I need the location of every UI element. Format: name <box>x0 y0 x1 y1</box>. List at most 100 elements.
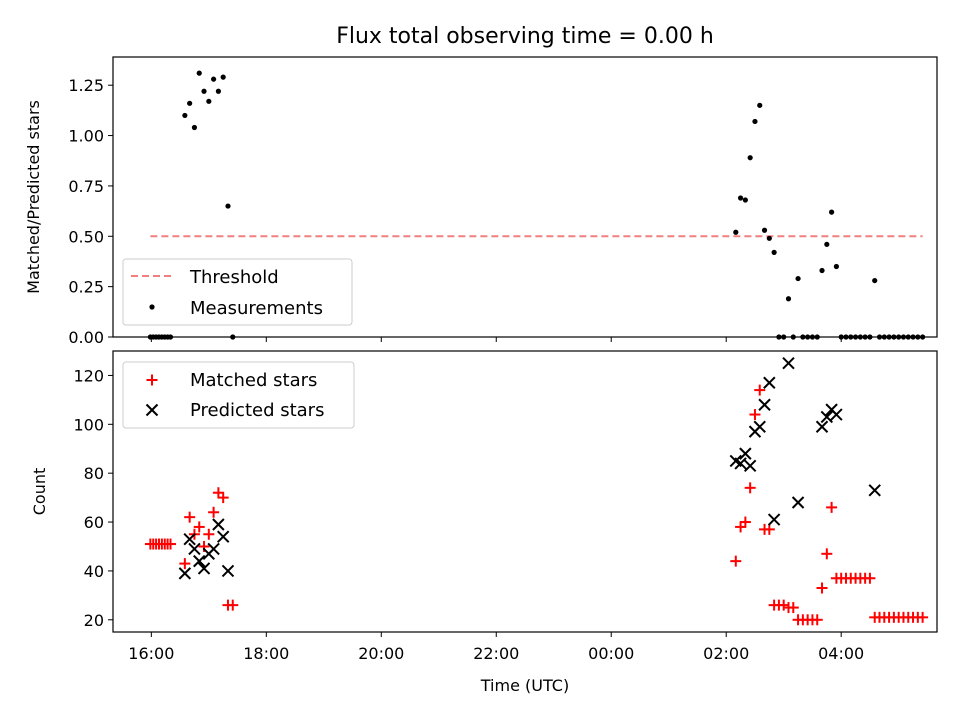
predicted-star-point <box>178 567 192 580</box>
x-tick-label: 04:00 <box>818 644 864 663</box>
matched-star-point <box>227 599 239 611</box>
matched-star-point <box>744 482 756 494</box>
y-tick-label: 0.25 <box>68 278 104 297</box>
x-tick-label: 22:00 <box>473 644 519 663</box>
top-y-axis-label: Matched/Predicted stars <box>24 100 43 294</box>
bottom-panel: 20 40 60 80 100 120 16:00 18:00 20:00 22:00 00:00 0… <box>30 350 938 695</box>
matched-star-point <box>749 409 761 421</box>
y-tick-label: 60 <box>84 513 104 532</box>
y-tick-label: 100 <box>73 415 104 434</box>
predicted-star-point <box>868 484 881 497</box>
predicted-star-point <box>767 513 781 526</box>
top-ticks: 0.00 0.25 0.50 0.75 1.00 1.25 <box>68 76 842 347</box>
measurement-point <box>872 277 878 284</box>
measurement-point <box>819 267 825 274</box>
y-tick-label: 40 <box>84 562 104 581</box>
predicted-star-point <box>216 530 230 543</box>
x-tick-label: 16:00 <box>128 644 174 663</box>
bottom-axes-frame <box>112 350 938 633</box>
y-tick-label: 0.75 <box>68 177 104 196</box>
predicted-star-point <box>207 542 220 556</box>
predicted-star-point <box>782 357 795 370</box>
matched-star-point <box>735 521 747 533</box>
matched-star-point <box>739 516 751 528</box>
matched-star-point <box>193 521 205 533</box>
measurement-point <box>196 70 202 76</box>
matched-star-point <box>203 528 215 540</box>
matched-star-point <box>826 501 838 513</box>
matched-star-point <box>816 582 828 594</box>
measurement-point <box>211 76 217 82</box>
x-axis-label: Time (UTC) <box>480 676 569 695</box>
x-tick-label: 18:00 <box>243 644 289 663</box>
top-axes-frame <box>112 56 938 338</box>
top-series <box>147 70 926 340</box>
predicted-star-point <box>743 459 757 473</box>
x-tick-label: 00:00 <box>588 644 634 663</box>
predicted-star-point <box>753 420 766 433</box>
measurement-point <box>829 209 835 215</box>
measurement-point <box>742 197 748 203</box>
legend-matched-label: Matched stars <box>190 370 317 391</box>
legend-predicted-swatch <box>145 403 159 417</box>
x-tick-label: 02:00 <box>703 644 749 663</box>
predicted-star-point <box>791 496 805 509</box>
y-tick-label: 0.50 <box>68 227 104 246</box>
x-tick-label: 20:00 <box>358 644 404 663</box>
predicted-star-point <box>739 447 752 460</box>
measurement-point <box>752 118 758 125</box>
y-tick-label: 1.25 <box>68 76 104 95</box>
y-tick-label: 1.00 <box>68 127 104 146</box>
measurement-point <box>771 249 777 255</box>
measurement-point <box>201 88 207 94</box>
matched-star-point <box>821 548 833 560</box>
measurement-point <box>747 155 753 161</box>
measurement-point <box>785 296 792 302</box>
bottom-y-axis-label: Count <box>30 468 49 516</box>
matched-star-point <box>164 538 176 550</box>
legend-predicted-label: Predicted stars <box>190 400 324 421</box>
y-tick-label: 0.00 <box>68 328 104 347</box>
matched-star-point <box>917 611 929 623</box>
predicted-star-point <box>758 398 771 411</box>
predicted-star-point <box>763 376 776 389</box>
matched-star-point <box>179 558 191 570</box>
measurement-point <box>824 241 830 247</box>
chart-title: Flux total observing time = 0.00 h <box>336 24 714 49</box>
matched-star-point <box>778 599 790 611</box>
bottom-ticks: 20 40 60 80 100 120 16:00 18:00 20:00 22:00 00:00 0… <box>73 366 864 663</box>
predicted-star-point <box>221 564 235 578</box>
measurement-point <box>795 275 801 282</box>
measurement-point <box>206 98 212 104</box>
predicted-star-point <box>830 408 843 421</box>
matched-star-point <box>787 602 799 614</box>
matched-star-point <box>754 384 766 396</box>
predicted-star-point <box>820 410 834 424</box>
measurement-point <box>191 124 198 131</box>
bottom-series <box>144 357 929 626</box>
matched-star-point <box>208 506 220 518</box>
predicted-star-point <box>188 542 201 556</box>
measurement-point <box>225 203 231 209</box>
legend-box <box>122 258 353 326</box>
y-tick-label: 20 <box>84 611 104 630</box>
measurement-point <box>761 227 768 233</box>
legend-box <box>122 361 355 429</box>
measurement-point <box>833 263 839 270</box>
top-legend: Threshold Measurements <box>122 258 353 326</box>
matched-star-point <box>184 511 196 523</box>
predicted-star-point <box>193 554 206 568</box>
matched-star-point <box>811 614 823 626</box>
matched-star-point <box>217 492 229 504</box>
measurement-point <box>737 195 744 201</box>
bottom-legend: Matched stars Predicted stars <box>122 361 355 429</box>
measurement-point <box>182 112 188 119</box>
y-tick-label: 120 <box>73 366 104 385</box>
predicted-star-point <box>212 518 225 531</box>
legend-threshold-label: Threshold <box>189 267 279 288</box>
measurement-point <box>757 102 763 108</box>
top-panel: Flux total observing time = 0.00 h 0.000… <box>24 24 938 347</box>
predicted-star-point <box>197 562 211 575</box>
matched-star-point <box>730 555 742 567</box>
